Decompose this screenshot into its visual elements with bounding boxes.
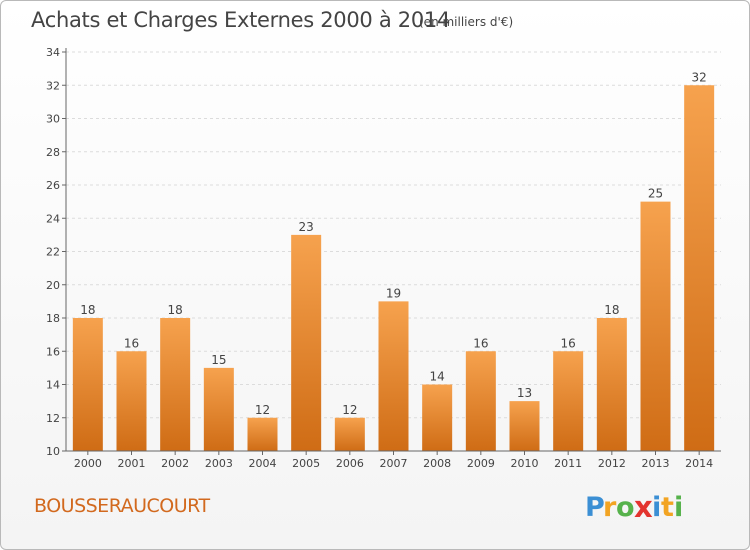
x-tick-label: 2005 — [292, 457, 320, 470]
x-tick-label: 2013 — [642, 457, 670, 470]
y-tick-label: 30 — [46, 113, 60, 126]
y-tick-label: 16 — [46, 345, 60, 358]
data-label: 16 — [561, 336, 576, 350]
chart-subtitle: (en milliers d'€) — [419, 15, 514, 29]
x-tick-label: 2002 — [161, 457, 189, 470]
bar — [334, 417, 365, 451]
y-tick-label: 34 — [46, 46, 60, 59]
data-label: 25 — [648, 187, 663, 201]
bar — [596, 318, 627, 451]
data-label: 12 — [255, 403, 270, 417]
y-tick-label: 22 — [46, 246, 60, 259]
y-tick-label: 28 — [46, 146, 60, 159]
data-label: 32 — [692, 70, 707, 84]
proxiti-logo: P r o x i t i — [585, 490, 683, 524]
x-tick-label: 2000 — [74, 457, 102, 470]
x-tick-label: 2004 — [249, 457, 277, 470]
y-tick-label: 12 — [46, 412, 60, 425]
x-tick-label: 2003 — [205, 457, 233, 470]
bar — [465, 351, 496, 451]
bar — [684, 85, 715, 451]
x-tick-label: 2010 — [511, 457, 539, 470]
bar — [160, 318, 191, 451]
bars: 18 16 18 15 12 23 12 19 14 16 13 16 18 25 32 — [72, 70, 715, 451]
bar — [640, 201, 671, 451]
data-label: 13 — [517, 386, 532, 400]
chart-title: Achats et Charges Externes 2000 à 2014 — [31, 8, 451, 32]
data-label: 23 — [299, 220, 314, 234]
svg-text:x: x — [634, 490, 653, 524]
bar — [422, 384, 453, 451]
svg-text:i: i — [652, 492, 661, 523]
bar — [509, 401, 540, 451]
axes: 10 12 14 16 18 20 22 24 26 28 30 32 34 2000 2001 2002 20… — [46, 46, 721, 470]
y-tick-label: 20 — [46, 279, 60, 292]
bar — [378, 301, 409, 451]
svg-text:i: i — [674, 492, 683, 523]
x-tick-label: 2006 — [336, 457, 364, 470]
data-label: 18 — [168, 303, 183, 317]
x-tick-label: 2014 — [685, 457, 713, 470]
commune-name: BOUSSERAUCOURT — [34, 495, 210, 517]
bar — [553, 351, 584, 451]
x-tick-label: 2012 — [598, 457, 626, 470]
y-tick-label: 26 — [46, 179, 60, 192]
svg-text:r: r — [603, 492, 617, 523]
bar — [116, 351, 147, 451]
bar — [203, 367, 234, 451]
y-tick-label: 18 — [46, 312, 60, 325]
x-tick-label: 2008 — [423, 457, 451, 470]
data-label: 16 — [124, 336, 139, 350]
data-label: 18 — [80, 303, 95, 317]
bar — [291, 234, 322, 451]
data-label: 18 — [604, 303, 619, 317]
y-tick-label: 24 — [46, 212, 60, 225]
data-label: 19 — [386, 286, 401, 300]
x-tick-label: 2001 — [118, 457, 146, 470]
data-label: 12 — [342, 403, 357, 417]
x-tick-label: 2009 — [467, 457, 495, 470]
svg-text:o: o — [616, 492, 635, 523]
svg-text:t: t — [661, 492, 674, 523]
x-tick-label: 2011 — [554, 457, 582, 470]
bar — [72, 318, 103, 451]
data-label: 15 — [211, 353, 226, 367]
data-label: 16 — [473, 336, 488, 350]
svg-text:P: P — [585, 492, 605, 523]
y-tick-label: 10 — [46, 445, 60, 458]
bar — [247, 417, 278, 451]
y-tick-label: 32 — [46, 79, 60, 92]
data-label: 14 — [430, 370, 445, 384]
y-tick-label: 14 — [46, 379, 60, 392]
x-tick-label: 2007 — [380, 457, 408, 470]
